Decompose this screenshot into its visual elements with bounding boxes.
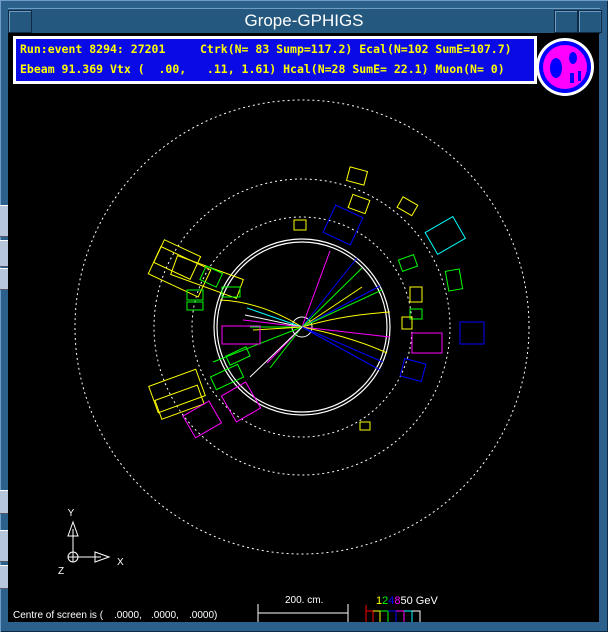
hcal-ring xyxy=(153,178,451,476)
track xyxy=(269,326,303,369)
track xyxy=(301,257,358,328)
background-window-fragment xyxy=(0,240,8,267)
background-window-fragment xyxy=(0,565,8,589)
energy-8: 8 xyxy=(394,595,401,607)
centre-z: .0000) xyxy=(189,610,218,621)
track xyxy=(301,267,363,328)
track xyxy=(301,326,384,363)
centre-y: .0000, xyxy=(151,610,179,621)
track xyxy=(301,326,388,354)
window-title: Grope-GPHIGS xyxy=(244,11,364,30)
energy-1: 1 xyxy=(376,595,383,607)
info-line-2: Ebeam 91.369 Vtx ( .00, .11, 1.61) Hcal(… xyxy=(20,62,505,76)
jet-chamber-inner xyxy=(216,241,388,413)
centre-x: .0000, xyxy=(114,610,142,621)
track xyxy=(252,326,303,331)
energy-scale-bars xyxy=(365,605,421,622)
track xyxy=(249,326,303,378)
energy-2: 2 xyxy=(382,595,389,607)
tracks xyxy=(212,250,391,378)
centre-label: Centre of screen is ( xyxy=(13,610,104,621)
energy-50gev: 50 GeV xyxy=(400,595,438,607)
background-window-fragment xyxy=(0,268,8,290)
muon-chamber-ring xyxy=(74,99,530,555)
title-bar[interactable]: Grope-GPHIGS xyxy=(8,8,602,34)
maximize-button[interactable] xyxy=(578,10,602,33)
track xyxy=(246,307,303,328)
track xyxy=(301,326,381,371)
jet-chamber-outer xyxy=(213,238,391,416)
track xyxy=(219,299,303,328)
y-axis-label: Y xyxy=(68,508,75,519)
axis-triad xyxy=(67,520,111,563)
minimize-button[interactable] xyxy=(554,10,578,33)
track xyxy=(301,286,363,328)
background-window-fragment xyxy=(0,205,8,237)
background-window-fragment xyxy=(0,490,8,514)
track xyxy=(301,285,381,328)
track xyxy=(242,319,303,328)
opal-logo xyxy=(536,38,594,96)
track xyxy=(244,314,303,328)
track xyxy=(301,311,391,328)
calorimeter-clusters xyxy=(147,166,485,439)
event-display: Y X Z xyxy=(58,38,594,622)
scale-label: 200. cm. xyxy=(285,595,324,606)
z-axis-label: Z xyxy=(58,566,64,577)
window-menu-button[interactable] xyxy=(8,10,32,33)
track xyxy=(301,250,331,328)
energy-4: 4 xyxy=(388,595,395,607)
energy-scale-legend: 124850 GeV xyxy=(376,595,438,607)
event-info-panel: Run:event 8294: 27201 Ctrk(N= 83 Sump=11… xyxy=(13,36,537,84)
track xyxy=(301,289,383,328)
event-display-canvas[interactable]: Y X Z Run:event 8294: 27201 Ct xyxy=(8,33,599,622)
track xyxy=(301,326,391,338)
background-window-fragment xyxy=(0,530,8,562)
info-line-1: Run:event 8294: 27201 Ctrk(N= 83 Sump=11… xyxy=(20,42,512,56)
scale-bar xyxy=(257,604,349,622)
x-axis-label: X xyxy=(117,557,124,568)
